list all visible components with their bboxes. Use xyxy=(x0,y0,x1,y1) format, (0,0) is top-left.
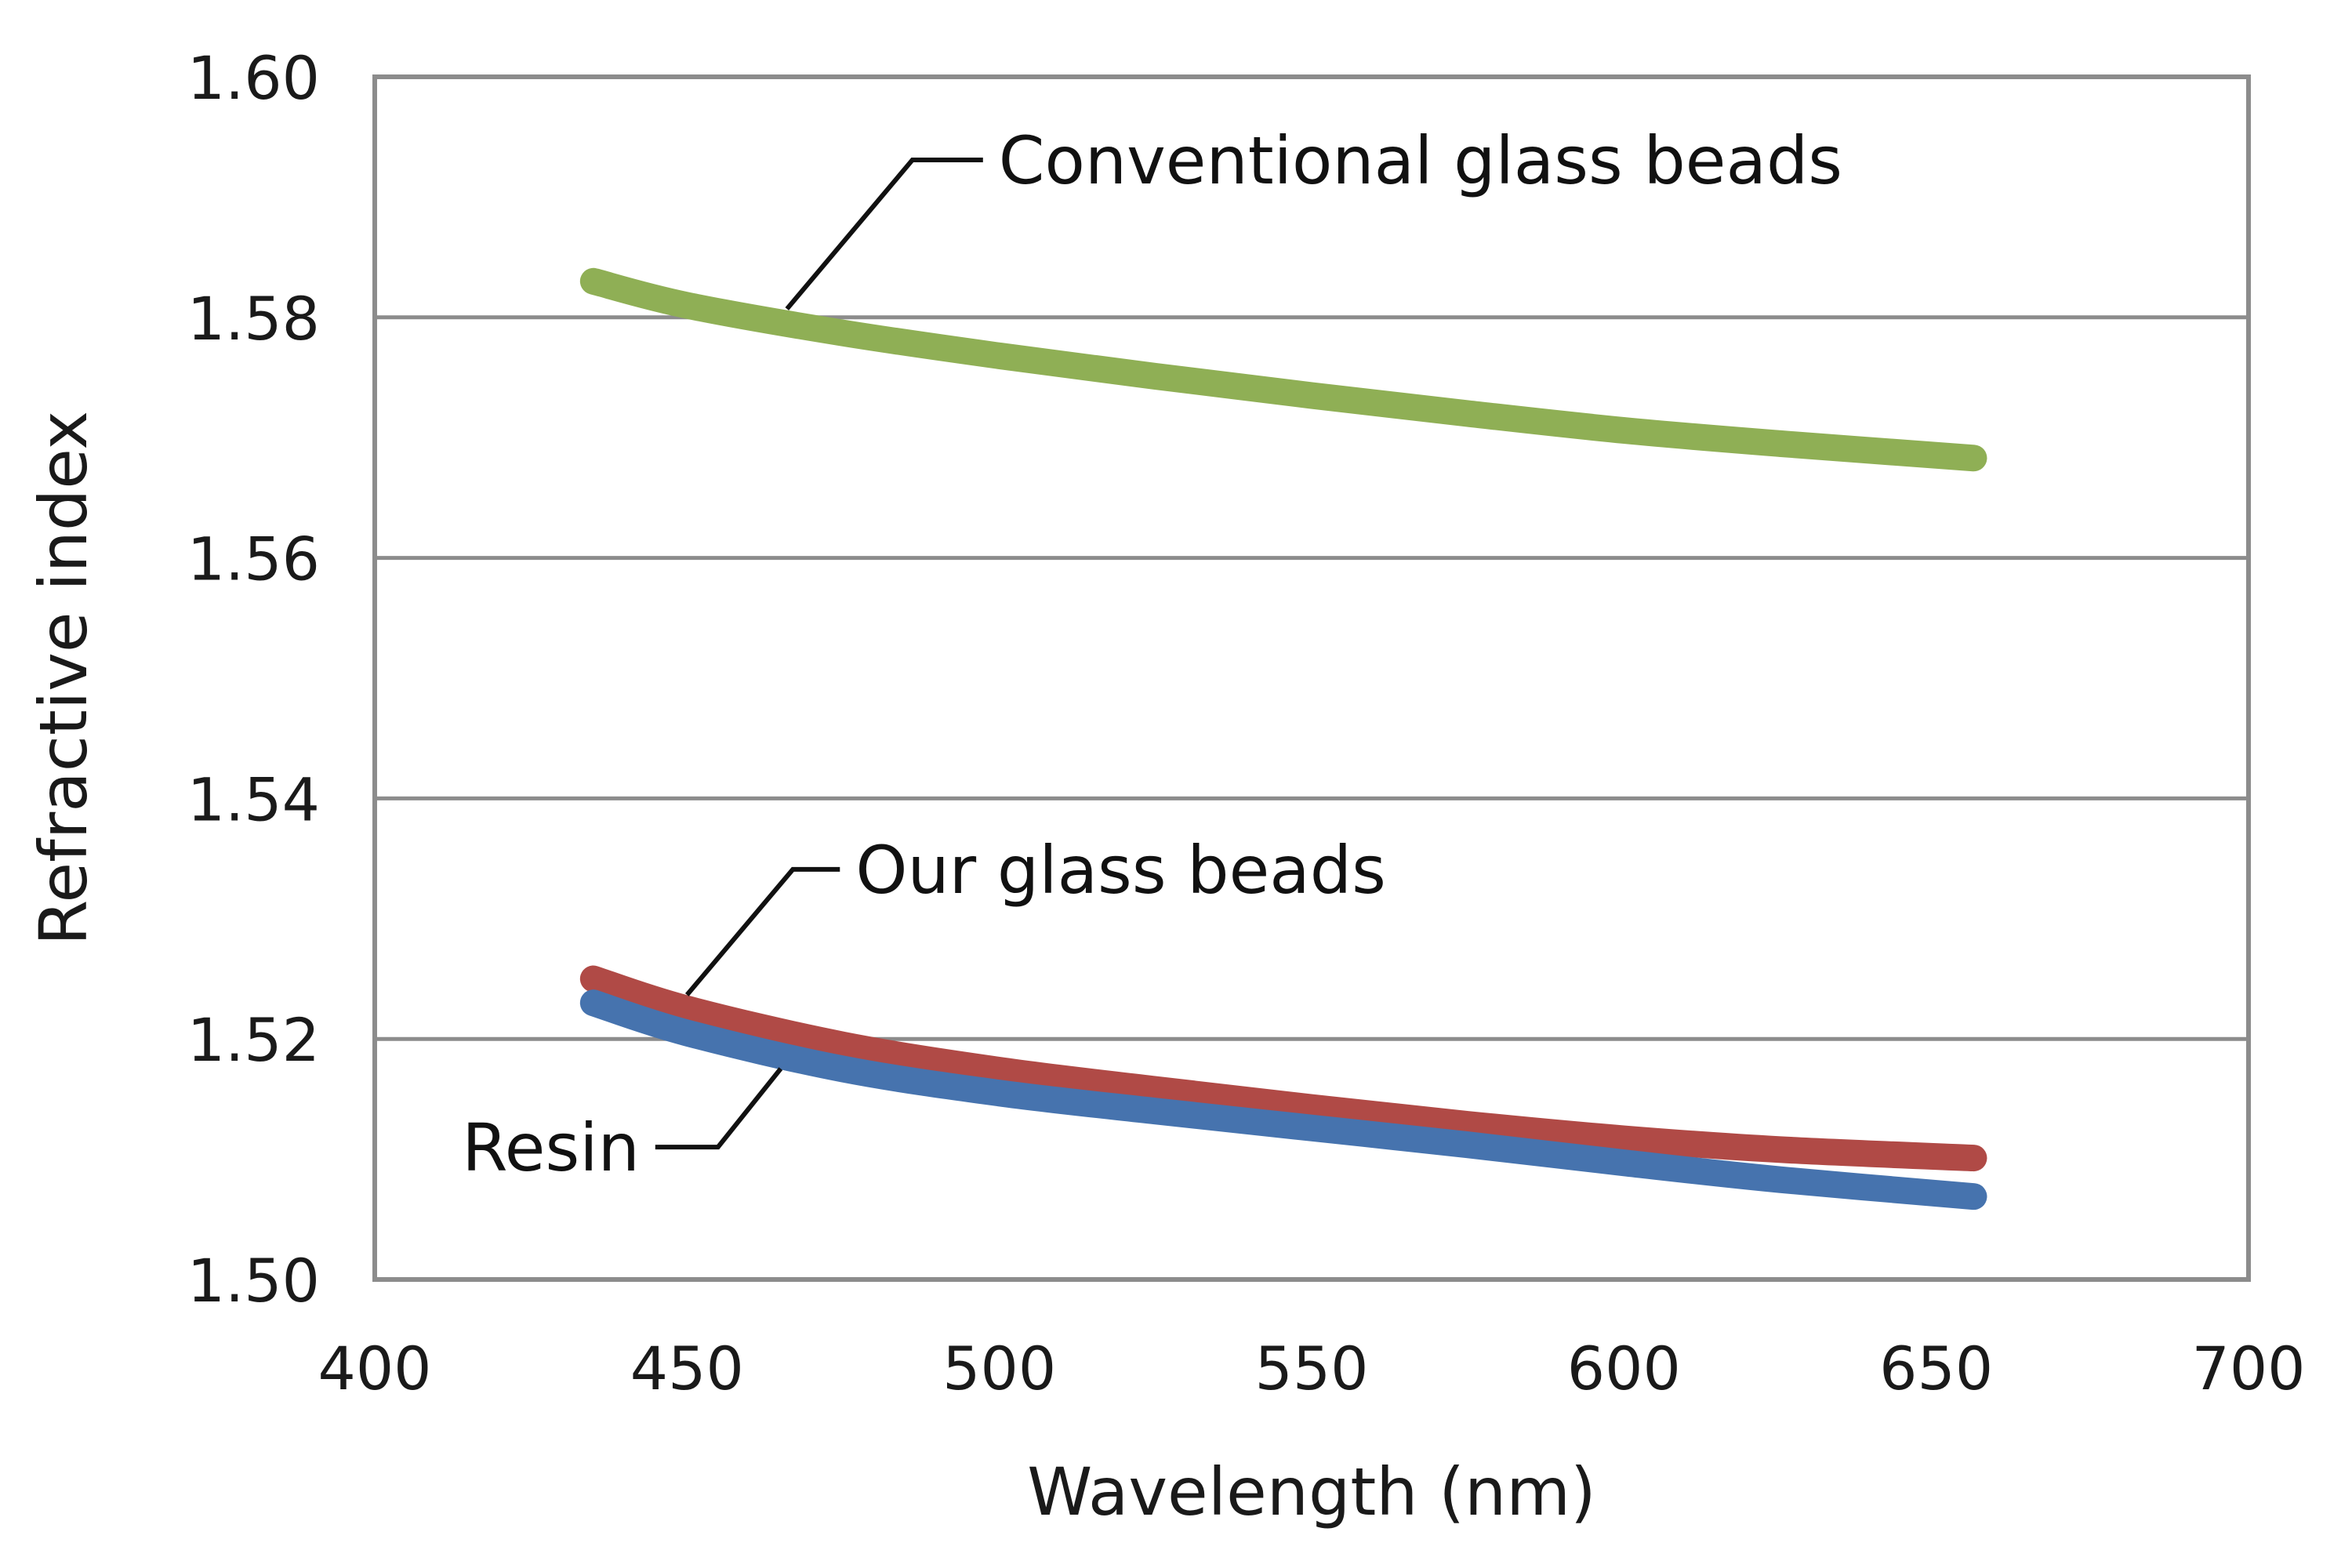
annotation-leader-our-glass-beads xyxy=(685,866,840,996)
y-tick-label: 1.52 xyxy=(187,1005,320,1075)
y-tick-label: 1.50 xyxy=(187,1246,320,1316)
y-tick-label: 1.56 xyxy=(187,524,320,594)
x-tick-label: 700 xyxy=(2191,1334,2305,1403)
series-line-conventional-glass-beads xyxy=(579,267,1987,472)
y-tick-label: 1.60 xyxy=(187,43,320,113)
annotation-leader-conventional-glass-beads xyxy=(785,158,983,310)
x-tick-label: 400 xyxy=(318,1334,431,1403)
y-axis-title: Refractive index xyxy=(25,411,102,946)
annotation-label-our-glass-beads: Our glass beads xyxy=(855,832,1386,909)
annotation-leader-resin xyxy=(655,1067,783,1150)
y-tick-label: 1.58 xyxy=(187,284,320,354)
x-axis-ticks: 400 450 500 550 600 650 700 xyxy=(318,1334,2305,1403)
x-tick-label: 650 xyxy=(1879,1334,1993,1403)
x-tick-label: 600 xyxy=(1567,1334,1681,1403)
y-axis-ticks: 1.50 1.52 1.54 1.56 1.58 1.60 xyxy=(187,43,320,1316)
x-tick-label: 450 xyxy=(630,1334,744,1403)
series-lines xyxy=(579,267,1987,1210)
annotations: Conventional glass beads Our glass beads R… xyxy=(462,122,1842,1186)
x-tick-label: 500 xyxy=(942,1334,1056,1403)
annotation-label-resin: Resin xyxy=(462,1109,640,1186)
series-line-our-glass-beads xyxy=(579,965,1987,1172)
annotation-label-conventional-glass-beads: Conventional glass beads xyxy=(999,122,1842,199)
series-line-resin xyxy=(579,989,1987,1210)
x-axis-title: Wavelength (nm) xyxy=(1027,1454,1596,1530)
plot-frame xyxy=(372,74,2251,1282)
y-tick-label: 1.54 xyxy=(187,764,320,834)
x-tick-label: 550 xyxy=(1254,1334,1368,1403)
